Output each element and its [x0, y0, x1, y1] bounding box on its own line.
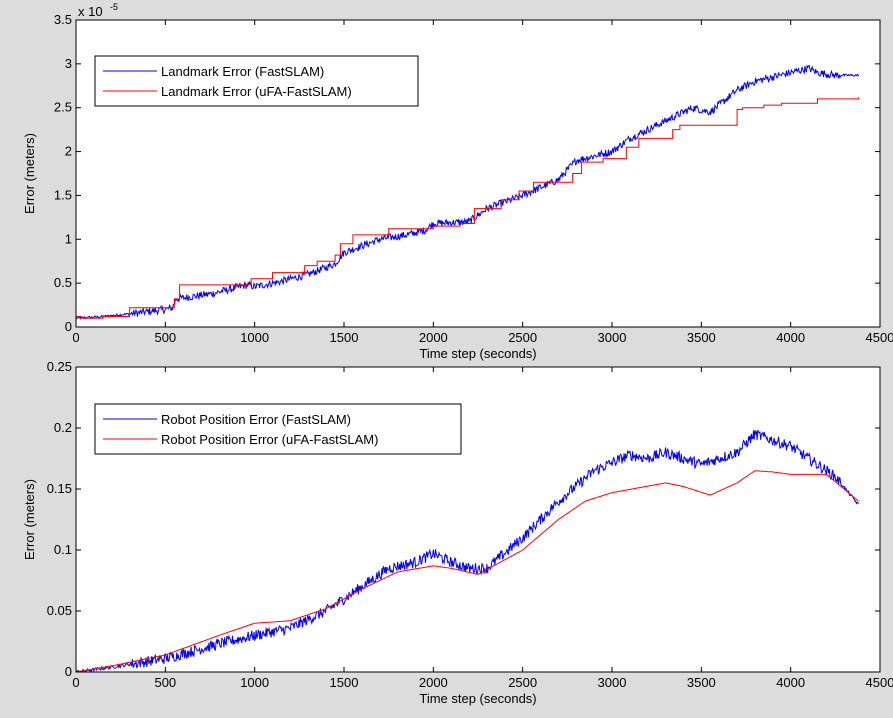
y-tick-label: 2.5 — [54, 100, 72, 115]
series-line-0 — [76, 429, 860, 672]
x-tick-label: 1500 — [330, 330, 359, 345]
chart-landmark-error: 0 500 1000 1500 2000 2500 3000 3500 4000 4500 0 0.5… — [22, 2, 893, 361]
x-tick-label: 2000 — [419, 675, 448, 690]
y-axis-label: Error (meters) — [22, 133, 37, 214]
y-tick-label: 1 — [65, 231, 72, 246]
y-exponent-power: -5 — [110, 2, 118, 12]
y-tick-label: 0.1 — [54, 542, 72, 557]
legend-box — [94, 403, 462, 455]
y-tick-label: 3 — [65, 56, 72, 71]
chart-robot-position-error: 0 500 1000 1500 2000 2500 3000 3500 4000 4500 0 0.0… — [22, 359, 893, 706]
y-tick-label: 0.2 — [54, 420, 72, 435]
x-tick-label: 4000 — [776, 675, 805, 690]
x-tick-label: 3500 — [687, 675, 716, 690]
x-tick-label: 3000 — [598, 330, 627, 345]
series-line-1 — [76, 97, 860, 319]
legend-label-0: Landmark Error (FastSLAM) — [161, 64, 324, 79]
y-tick-label: 0 — [65, 664, 72, 679]
y-tick-label: 3.5 — [54, 12, 72, 27]
y-axis-label: Error (meters) — [22, 479, 37, 560]
y-exponent-label: x 10 — [78, 4, 103, 19]
legend-label-0: Robot Position Error (FastSLAM) — [161, 412, 351, 427]
plot-frame — [75, 19, 881, 328]
x-tick-label: 500 — [154, 675, 176, 690]
x-tick-label: 500 — [154, 330, 176, 345]
legend-label-1: Landmark Error (uFA-FastSLAM) — [161, 84, 352, 99]
x-tick-label: 1500 — [330, 675, 359, 690]
x-tick-label: 2500 — [508, 675, 537, 690]
x-axis-label: Time step (seconds) — [419, 346, 536, 361]
y-tick-label: 0.05 — [47, 603, 72, 618]
y-tick-label: 0.5 — [54, 275, 72, 290]
plot-frame — [75, 366, 881, 673]
y-tick-label: 0 — [65, 319, 72, 334]
y-tick-label: 1.5 — [54, 187, 72, 202]
series-line-1 — [76, 470, 859, 672]
x-tick-label: 4500 — [866, 675, 893, 690]
legend-label-1: Robot Position Error (uFA-FastSLAM) — [161, 432, 378, 447]
x-axis-label: Time step (seconds) — [419, 691, 536, 706]
x-tick-label: 1000 — [240, 330, 269, 345]
y-tick-label: 0.25 — [47, 359, 72, 374]
x-tick-label: 3000 — [598, 675, 627, 690]
x-tick-label: 0 — [72, 330, 79, 345]
x-tick-label: 3500 — [687, 330, 716, 345]
y-tick-label: 2 — [65, 144, 72, 159]
series-line-0 — [76, 64, 860, 320]
y-tick-label: 0.15 — [47, 481, 72, 496]
x-tick-label: 1000 — [240, 675, 269, 690]
legend-box — [94, 55, 419, 107]
x-tick-label: 4000 — [776, 330, 805, 345]
x-tick-label: 2000 — [419, 330, 448, 345]
x-tick-label: 2500 — [508, 330, 537, 345]
x-tick-label: 4500 — [866, 330, 893, 345]
x-tick-label: 0 — [72, 675, 79, 690]
